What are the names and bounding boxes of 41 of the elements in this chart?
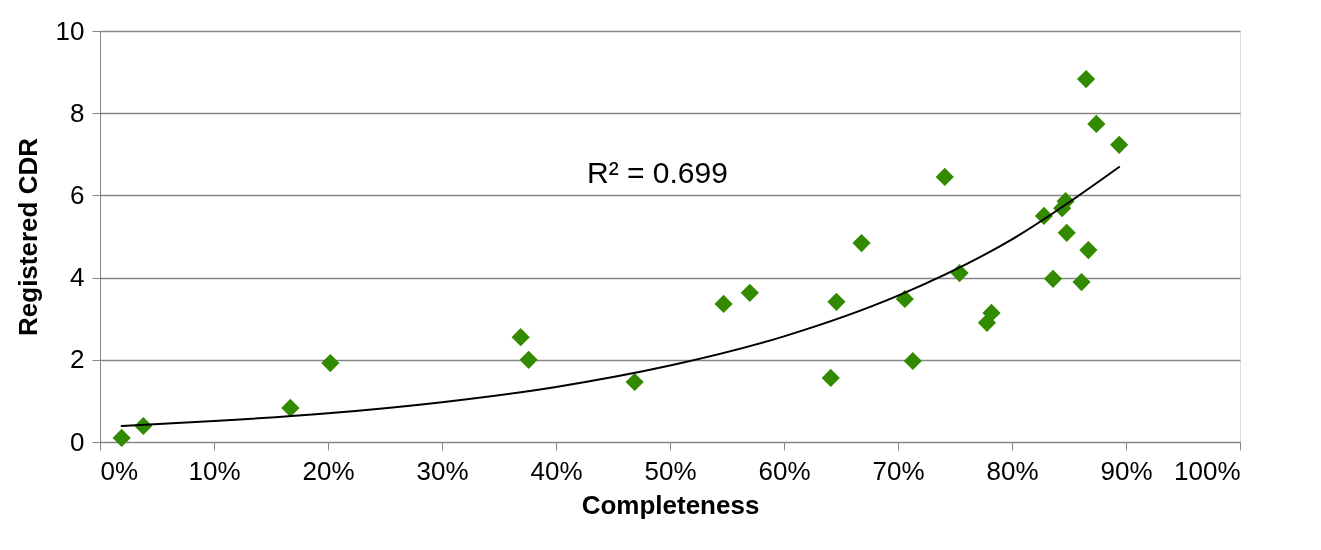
x-tick-label: 100% [1174, 455, 1241, 486]
x-tick-label: 40% [530, 455, 583, 486]
x-tick-label: 20% [302, 455, 355, 486]
point [903, 351, 922, 371]
x-tick-label: 70% [872, 455, 925, 486]
x-tick-label: 0% [100, 455, 139, 486]
y-tick-label: 6 [70, 179, 85, 210]
point [852, 233, 871, 253]
point [1057, 223, 1076, 242]
point [714, 294, 733, 313]
point [740, 283, 759, 302]
x-tick-label: 10% [188, 455, 241, 486]
y-tick-label: 4 [70, 262, 85, 293]
point [1043, 269, 1063, 288]
x-tick-label: 50% [644, 455, 697, 486]
point [1072, 273, 1091, 292]
point [321, 354, 340, 373]
annotation: R² = 0.699 [587, 156, 728, 189]
point [112, 428, 131, 447]
x-axis-title: Completeness [581, 489, 760, 520]
y-tick-label: 0 [70, 426, 85, 457]
point [1087, 114, 1106, 133]
y-tick-label: 2 [70, 344, 85, 375]
point [982, 303, 1001, 323]
point [281, 398, 300, 417]
y-tick-label: 10 [55, 15, 85, 46]
point [1079, 240, 1098, 260]
x-tick-label: 60% [758, 455, 811, 486]
y-axis-title: Registered CDR [12, 137, 43, 336]
x-tick-label: 30% [416, 455, 469, 486]
point [1077, 70, 1096, 89]
point [1110, 135, 1129, 154]
x-tick-label: 80% [986, 455, 1039, 486]
point [821, 368, 840, 387]
point [935, 167, 954, 186]
point [625, 372, 644, 392]
y-tick-label: 8 [70, 97, 85, 128]
point [519, 350, 538, 369]
point [511, 328, 530, 347]
x-tick-label: 90% [1100, 455, 1153, 486]
point [827, 292, 846, 311]
